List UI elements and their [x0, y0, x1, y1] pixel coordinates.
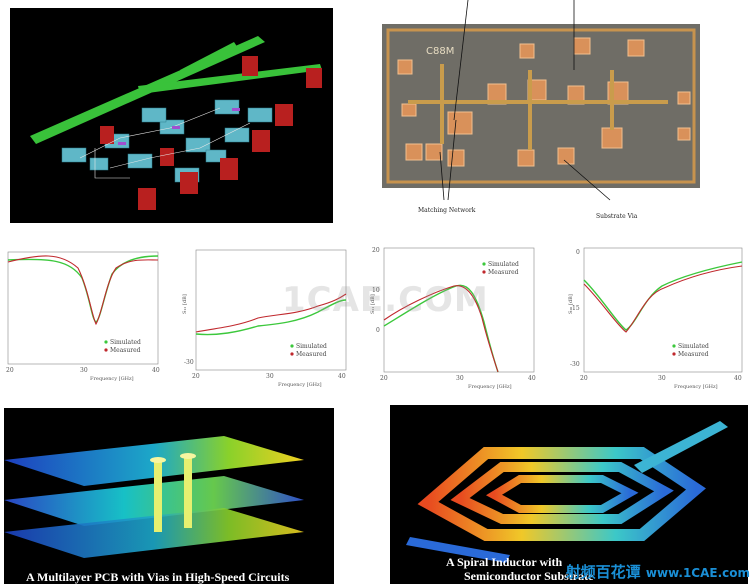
- legend-marker-simulated: [290, 344, 294, 348]
- x-axis-label: Frequency [GHz]: [278, 382, 322, 388]
- y-axis-label: S₁₂ [dB]: [182, 294, 188, 314]
- series-simulated: [195, 299, 347, 336]
- x-axis-label: Frequency [GHz]: [468, 384, 512, 390]
- legend-marker-measured: [104, 348, 108, 352]
- y-tick: -30: [570, 361, 580, 368]
- x-tick: 30: [266, 373, 274, 380]
- matching-network-label: Matching Network: [418, 207, 476, 214]
- brand-cn: 射频百花谭: [565, 563, 641, 581]
- pcb-caption: A Multilayer PCB with Vias in High-Speed…: [26, 570, 290, 584]
- chip-photo: C88M Matching Network Substrate Via: [382, 0, 700, 220]
- x-tick: 40: [338, 373, 346, 380]
- circuit-3d-drawing: [30, 36, 322, 210]
- x-tick: 40: [152, 367, 160, 374]
- series-measured: [7, 255, 159, 326]
- legend-marker-simulated: [672, 344, 676, 348]
- y-tick: 0: [576, 249, 580, 256]
- plot-s22: S₂₂ [dB] 0 -15 -30 Simulated Measured 20…: [562, 242, 748, 390]
- inductor-render-panel: A Spiral Inductor with Semiconductor Sub…: [390, 405, 748, 584]
- plot-frame: [583, 247, 743, 373]
- legend-measured: Measured: [488, 269, 519, 276]
- series-measured: [195, 293, 347, 333]
- substrate-via-label: Substrate Via: [596, 213, 638, 220]
- pcb-render-panel: A Multilayer PCB with Vias in High-Speed…: [4, 408, 334, 584]
- legend-marker-measured: [482, 270, 486, 274]
- x-tick: 20: [380, 375, 388, 382]
- y-tick: 10: [372, 287, 380, 294]
- x-tick: 30: [658, 375, 666, 382]
- y-axis-label: S₂₂ [dB]: [568, 294, 574, 314]
- plot-s12: S₁₂ [dB] Simulated Measured -30 20 30 40…: [178, 242, 353, 390]
- legend-measured: Measured: [296, 351, 327, 358]
- legend-measured: Measured: [678, 351, 709, 358]
- legend-marker-simulated: [482, 262, 486, 266]
- y-axis-label: S₂₁ [dB]: [370, 294, 376, 314]
- x-tick: 30: [456, 375, 464, 382]
- legend-marker-measured: [672, 352, 676, 356]
- plot-s21: S₂₁ [dB] 20 10 0 Simulated Measured 20 3…: [364, 242, 540, 390]
- legend-simulated: Simulated: [488, 261, 519, 268]
- x-tick: 40: [528, 375, 536, 382]
- legend-measured: Measured: [110, 347, 141, 354]
- plot-frame: [7, 251, 159, 365]
- brand-footer: 射频百花谭 www.1CAE.com: [566, 561, 750, 582]
- inductor-caption-line1: A Spiral Inductor with: [446, 555, 563, 569]
- inductor-caption-line2: Semiconductor Substrate: [464, 569, 594, 583]
- legend-marker-simulated: [104, 340, 108, 344]
- watermark: 1CAE.COM: [282, 280, 489, 320]
- inductor-render: [406, 421, 728, 563]
- x-tick: 20: [192, 373, 200, 380]
- y-tick: 20: [372, 247, 380, 254]
- x-tick: 20: [6, 367, 14, 374]
- legend-simulated: Simulated: [678, 343, 709, 350]
- plot-s11: Simulated Measured 20 30 40 Frequency [G…: [0, 238, 168, 388]
- x-axis-label: Frequency [GHz]: [674, 384, 718, 390]
- x-tick: 30: [80, 367, 88, 374]
- x-tick: 40: [734, 375, 742, 382]
- x-axis-label: Frequency [GHz]: [90, 376, 134, 382]
- circuit-3d-render: [10, 8, 333, 223]
- y-tick: -30: [184, 359, 194, 366]
- y-tick: -15: [570, 305, 580, 312]
- legend-simulated: Simulated: [296, 343, 327, 350]
- chip-label: C88M: [426, 46, 454, 57]
- pcb-render: [4, 436, 304, 558]
- brand-site: www.1CAE.com: [645, 566, 750, 580]
- y-tick: 0: [376, 327, 380, 334]
- series-measured: [383, 285, 499, 373]
- series-measured: [583, 265, 743, 333]
- legend-marker-measured: [290, 352, 294, 356]
- chip-photo-panel: C88M Matching Network Substrate Via: [378, 0, 706, 230]
- legend-simulated: Simulated: [110, 339, 141, 346]
- x-tick: 20: [580, 375, 588, 382]
